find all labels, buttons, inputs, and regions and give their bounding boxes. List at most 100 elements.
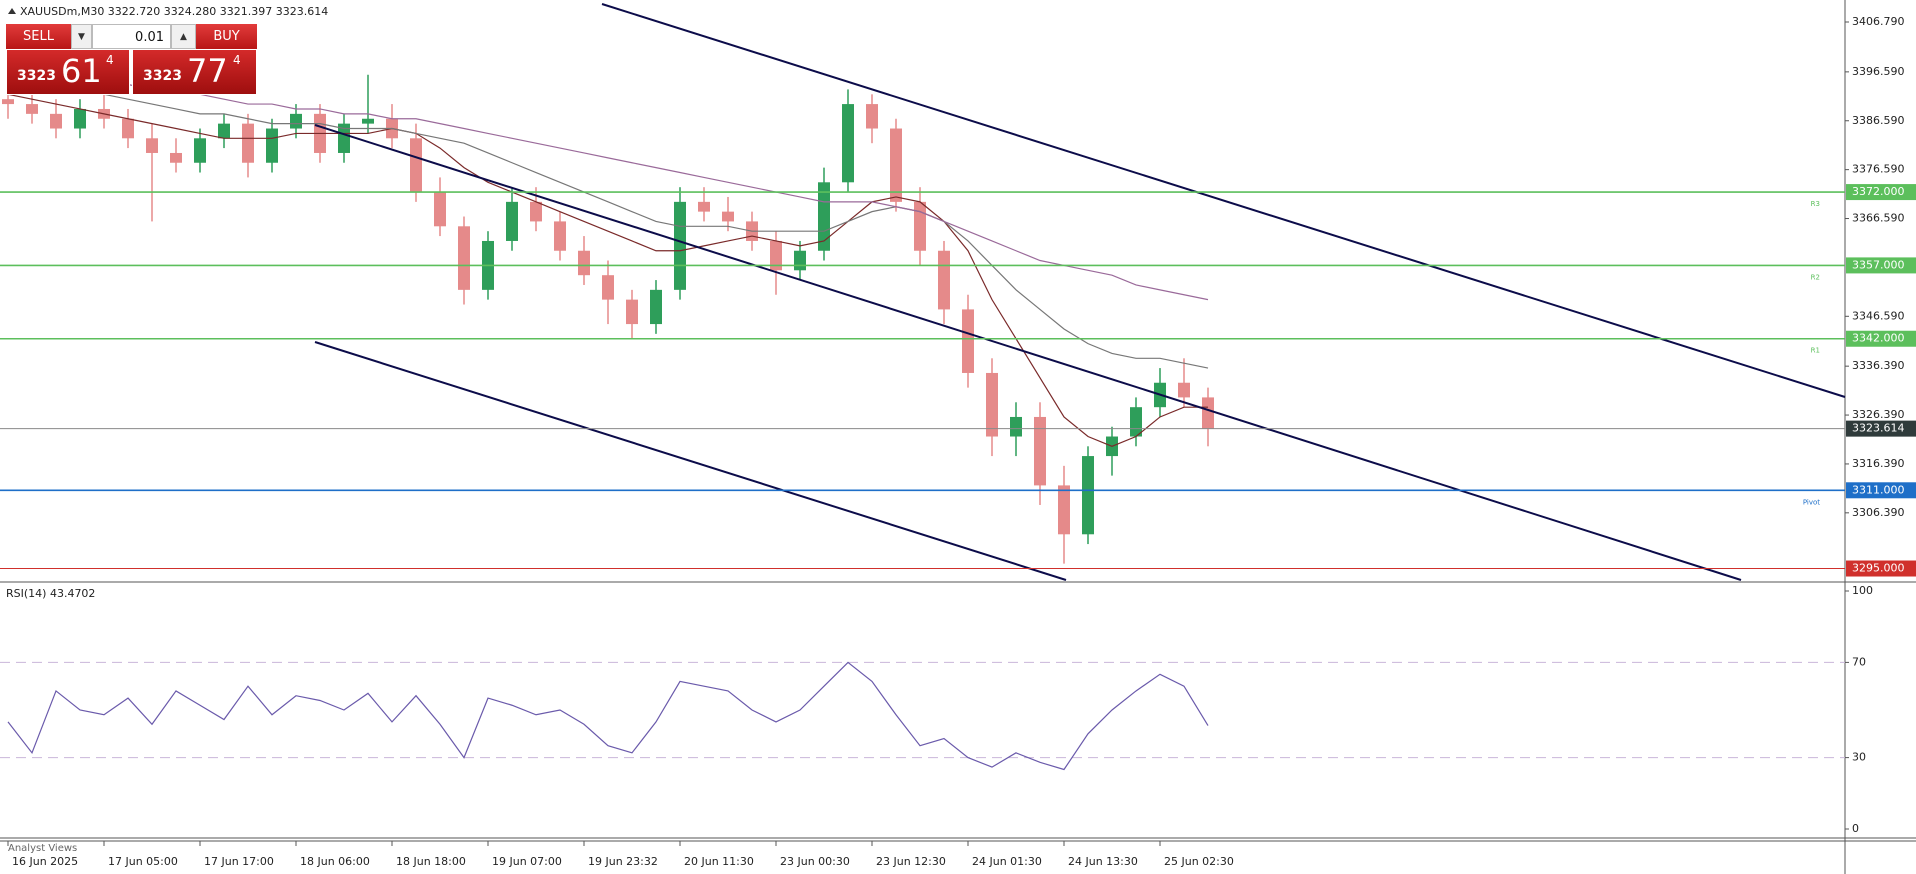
candle-body bbox=[2, 99, 14, 105]
candle-body bbox=[434, 192, 446, 227]
candle-body bbox=[1082, 456, 1094, 535]
candle-body bbox=[698, 201, 710, 212]
candle-body bbox=[266, 128, 278, 163]
x-tick-label: 16 Jun 2025 bbox=[12, 855, 78, 868]
candle-body bbox=[1178, 382, 1190, 398]
level-label: 3311.000 bbox=[1852, 483, 1905, 496]
moving-average bbox=[8, 83, 1209, 369]
candle-body bbox=[74, 108, 86, 129]
level-label-bg bbox=[1846, 184, 1916, 201]
candle-body bbox=[242, 123, 254, 163]
indicator-line bbox=[7, 661, 1209, 771]
x-tick-label: 19 Jun 23:32 bbox=[588, 855, 658, 868]
symbol-info: XAUUSDm,M30 3322.720 3324.280 3321.397 3… bbox=[20, 5, 328, 18]
candle-body bbox=[962, 309, 974, 373]
price-big: 3323 bbox=[17, 68, 56, 84]
price-main: 61 bbox=[61, 52, 102, 90]
indicator-title: RSI(14) 43.4702 bbox=[6, 587, 95, 600]
y-tick-label: 30 bbox=[1852, 751, 1866, 764]
volume-input[interactable]: 0.01 bbox=[92, 24, 171, 49]
candle-body bbox=[1058, 485, 1070, 535]
y-tick-label: 0 bbox=[1852, 822, 1859, 835]
candle-body bbox=[410, 138, 422, 193]
trend-line bbox=[314, 124, 1742, 581]
x-tick-label: 23 Jun 00:30 bbox=[780, 855, 850, 868]
level-label: 3295.000 bbox=[1852, 562, 1905, 575]
price-small: 4 bbox=[233, 53, 241, 67]
candle-body bbox=[1034, 416, 1046, 486]
level-label-bg bbox=[1846, 482, 1916, 499]
y-tick-label: 3396.590 bbox=[1852, 65, 1905, 78]
candle-body bbox=[602, 275, 614, 300]
y-tick-label: 100 bbox=[1852, 584, 1873, 597]
candle-body bbox=[218, 123, 230, 139]
candle-body bbox=[818, 182, 830, 251]
moving-average bbox=[8, 74, 1209, 301]
trend-line bbox=[601, 3, 1846, 398]
candle-body bbox=[866, 104, 878, 129]
y-tick-label: 3306.390 bbox=[1852, 506, 1905, 519]
x-tick-label: 20 Jun 11:30 bbox=[684, 855, 754, 868]
price-big: 3323 bbox=[143, 68, 182, 84]
candle-body bbox=[770, 240, 782, 271]
y-tick-label: 3376.590 bbox=[1852, 163, 1905, 176]
sell-button[interactable]: SELL bbox=[6, 24, 71, 49]
candle-body bbox=[1010, 416, 1022, 437]
level-tag: R2 bbox=[1811, 273, 1820, 281]
candle-body bbox=[938, 250, 950, 310]
candle-body bbox=[842, 104, 854, 183]
footer-tab[interactable]: Analyst Views bbox=[8, 843, 77, 854]
candle-body bbox=[194, 138, 206, 163]
volume-down[interactable]: ▼ bbox=[71, 24, 92, 49]
x-tick-label: 17 Jun 05:00 bbox=[108, 855, 178, 868]
level-label-bg bbox=[1846, 420, 1916, 437]
candle-body bbox=[1130, 407, 1142, 437]
level-label: 3323.614 bbox=[1852, 422, 1905, 435]
candle-body bbox=[890, 128, 902, 202]
level-label: 3372.000 bbox=[1852, 185, 1905, 198]
candle-body bbox=[650, 289, 662, 325]
price-main: 77 bbox=[187, 52, 228, 90]
candle-body bbox=[914, 201, 926, 251]
candle-body bbox=[794, 250, 806, 271]
y-tick-label: 3346.590 bbox=[1852, 309, 1905, 322]
candle-body bbox=[674, 201, 686, 290]
y-tick-label: 70 bbox=[1852, 655, 1866, 668]
level-label-bg bbox=[1846, 560, 1916, 577]
candle-body bbox=[1202, 397, 1214, 429]
x-tick-label: 17 Jun 17:00 bbox=[204, 855, 274, 868]
x-tick-label: 19 Jun 07:00 bbox=[492, 855, 562, 868]
candle-body bbox=[506, 201, 518, 241]
x-tick-label: 23 Jun 12:30 bbox=[876, 855, 946, 868]
collapse-icon[interactable] bbox=[8, 8, 16, 14]
x-tick-label: 25 Jun 02:30 bbox=[1164, 855, 1234, 868]
candle-body bbox=[146, 138, 158, 153]
candle-body bbox=[986, 372, 998, 437]
buy-price[interactable]: 3323 77 4 bbox=[132, 49, 257, 95]
x-tick-label: 18 Jun 18:00 bbox=[396, 855, 466, 868]
x-tick-label: 18 Jun 06:00 bbox=[300, 855, 370, 868]
candle-body bbox=[122, 118, 134, 139]
candle-body bbox=[338, 123, 350, 153]
y-tick-label: 3326.390 bbox=[1852, 408, 1905, 421]
candle-body bbox=[578, 250, 590, 276]
level-tag: R3 bbox=[1811, 200, 1820, 208]
buy-button[interactable]: BUY bbox=[196, 24, 257, 49]
y-tick-label: 3336.390 bbox=[1852, 359, 1905, 372]
level-tag: Pivot bbox=[1803, 498, 1820, 506]
candle-body bbox=[626, 299, 638, 325]
candle-body bbox=[50, 113, 62, 129]
volume-up[interactable]: ▲ bbox=[171, 24, 196, 49]
y-tick-label: 3316.390 bbox=[1852, 457, 1905, 470]
candle-body bbox=[530, 201, 542, 222]
sell-price[interactable]: 3323 61 4 bbox=[6, 49, 130, 95]
candle-body bbox=[26, 104, 38, 114]
level-label: 3342.000 bbox=[1852, 332, 1905, 345]
y-tick-label: 3366.590 bbox=[1852, 212, 1905, 225]
y-tick-label: 3386.590 bbox=[1852, 114, 1905, 127]
candle-body bbox=[290, 113, 302, 129]
trade-panel: SELL ▼ 0.01 ▲ BUY 3323 61 4 3323 77 4 bbox=[6, 24, 257, 95]
